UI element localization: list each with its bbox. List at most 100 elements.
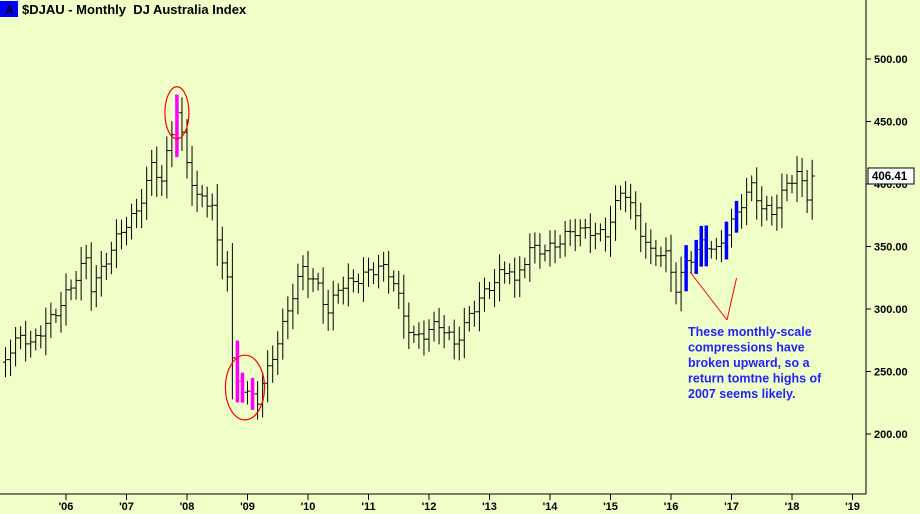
ohlc-bar [164,136,170,199]
annotation-line: compressions have [688,341,805,355]
ohlc-bar [794,156,800,202]
ohlc-bar [371,262,377,285]
price-tick-label: 500.00 [874,54,908,66]
ohlc-bar [360,257,366,302]
ohlc-bar [325,289,331,331]
ohlc-bar [134,198,140,229]
ohlc-bar [285,296,291,340]
ohlc-bar [8,339,14,377]
ohlc-bar [633,191,639,230]
ohlc-bar [270,345,276,383]
ohlc-bar [537,233,543,269]
ohlc-bar [345,263,351,307]
time-tick-label: '18 [785,501,800,513]
ohlc-bar [159,165,165,196]
ohlc-bar [194,170,200,213]
ohlc-bar [492,269,498,308]
time-tick-label: '12 [422,501,437,513]
symbol-badge [0,1,18,17]
highlight-circle [224,354,266,421]
ohlc-bar [144,166,150,220]
ohlc-bar [93,265,99,308]
ohlc-bar [174,94,180,158]
ohlc-bar [411,325,417,343]
ohlc-bar [567,219,573,247]
ohlc-bar [678,256,684,312]
time-tick-label: '07 [119,501,134,513]
ohlc-bar [764,195,770,221]
ohlc-bar [547,230,553,267]
ohlc-bar [497,254,503,302]
ohlc-bar [597,223,603,242]
ohlc-bar [502,261,508,284]
highlight-circles [164,86,266,421]
ohlc-bar [108,241,114,275]
ohlc-bar [476,282,482,332]
ohlc-bar [451,319,457,360]
ohlc-bar [275,331,281,375]
price-tick-label: 300.00 [874,304,908,316]
ohlc-bar [582,218,588,239]
ohlc-bar [487,281,492,300]
ohlc-bar [290,283,296,330]
ohlc-bar [401,274,407,339]
time-tick-label: '10 [301,501,316,513]
ohlc-bar [229,242,235,400]
time-axis-ticks: '06 '07 '08 '09 '10 '11 '12 '13 '14 '15 '16 '17 '18 '… [59,494,860,513]
last-price-tag: 406.41 [867,167,915,185]
ohlc-bar [552,229,558,264]
ohlc-bar [43,307,49,356]
symbol-badge-label: A [5,3,14,17]
time-tick-label: '17 [724,501,739,513]
ohlc-bar [305,250,311,298]
ohlc-bar [668,234,674,293]
ohlc-bar [124,216,129,246]
time-tick-label: '16 [664,501,679,513]
ohlc-bar [683,245,689,292]
ohlc-bar [113,219,119,269]
chart-title: $DJAU - Monthly DJ Australia Index [22,2,247,17]
ohlc-bar [129,203,135,240]
ohlc-bar [512,257,518,298]
ohlc-bar [618,185,624,211]
ohlc-bar [350,269,356,293]
ohlc-bar [527,233,533,282]
ohlc-bar [648,229,654,265]
time-tick-label: '11 [361,501,375,513]
ohlc-bar [774,194,780,231]
ohlc-bar [769,196,775,226]
ohlc-bar [784,174,790,202]
ohlc-bar [300,255,306,291]
ohlc-bar [562,221,568,257]
price-tick-label: 250.00 [874,367,908,379]
ohlc-bar [234,340,240,403]
ohlc-bar [310,268,316,293]
ohlc-bar [688,251,694,274]
annotation-line: These monthly-scale [688,325,812,339]
ohlc-bar [481,277,487,312]
ohlc-bar [209,193,215,221]
time-tick-label: '13 [482,501,497,513]
ohlc-bar [391,270,397,292]
ohlc-bar [381,251,387,282]
ohlc-bar [572,219,578,252]
ohlc-bar [542,244,548,262]
ohlc-bar [189,145,195,206]
ohlc-bar [13,327,19,367]
ohlc-bar [78,246,84,301]
ohlc-bar [693,239,699,274]
time-tick-label: '14 [543,501,559,513]
ohlc-bar [315,272,321,291]
ohlc-bar [587,213,593,254]
ohlc-bar [149,149,155,196]
ohlc-bar [729,208,734,248]
ohlc-bar [471,300,477,327]
time-tick-label: '19 [845,501,860,513]
ohlc-bar [436,307,442,345]
ohlc-bar [396,270,402,309]
ohlc-bar [613,185,619,241]
ohlc-bar [224,250,230,292]
highlight-circle [164,86,190,140]
ohlc-bar [749,175,755,202]
